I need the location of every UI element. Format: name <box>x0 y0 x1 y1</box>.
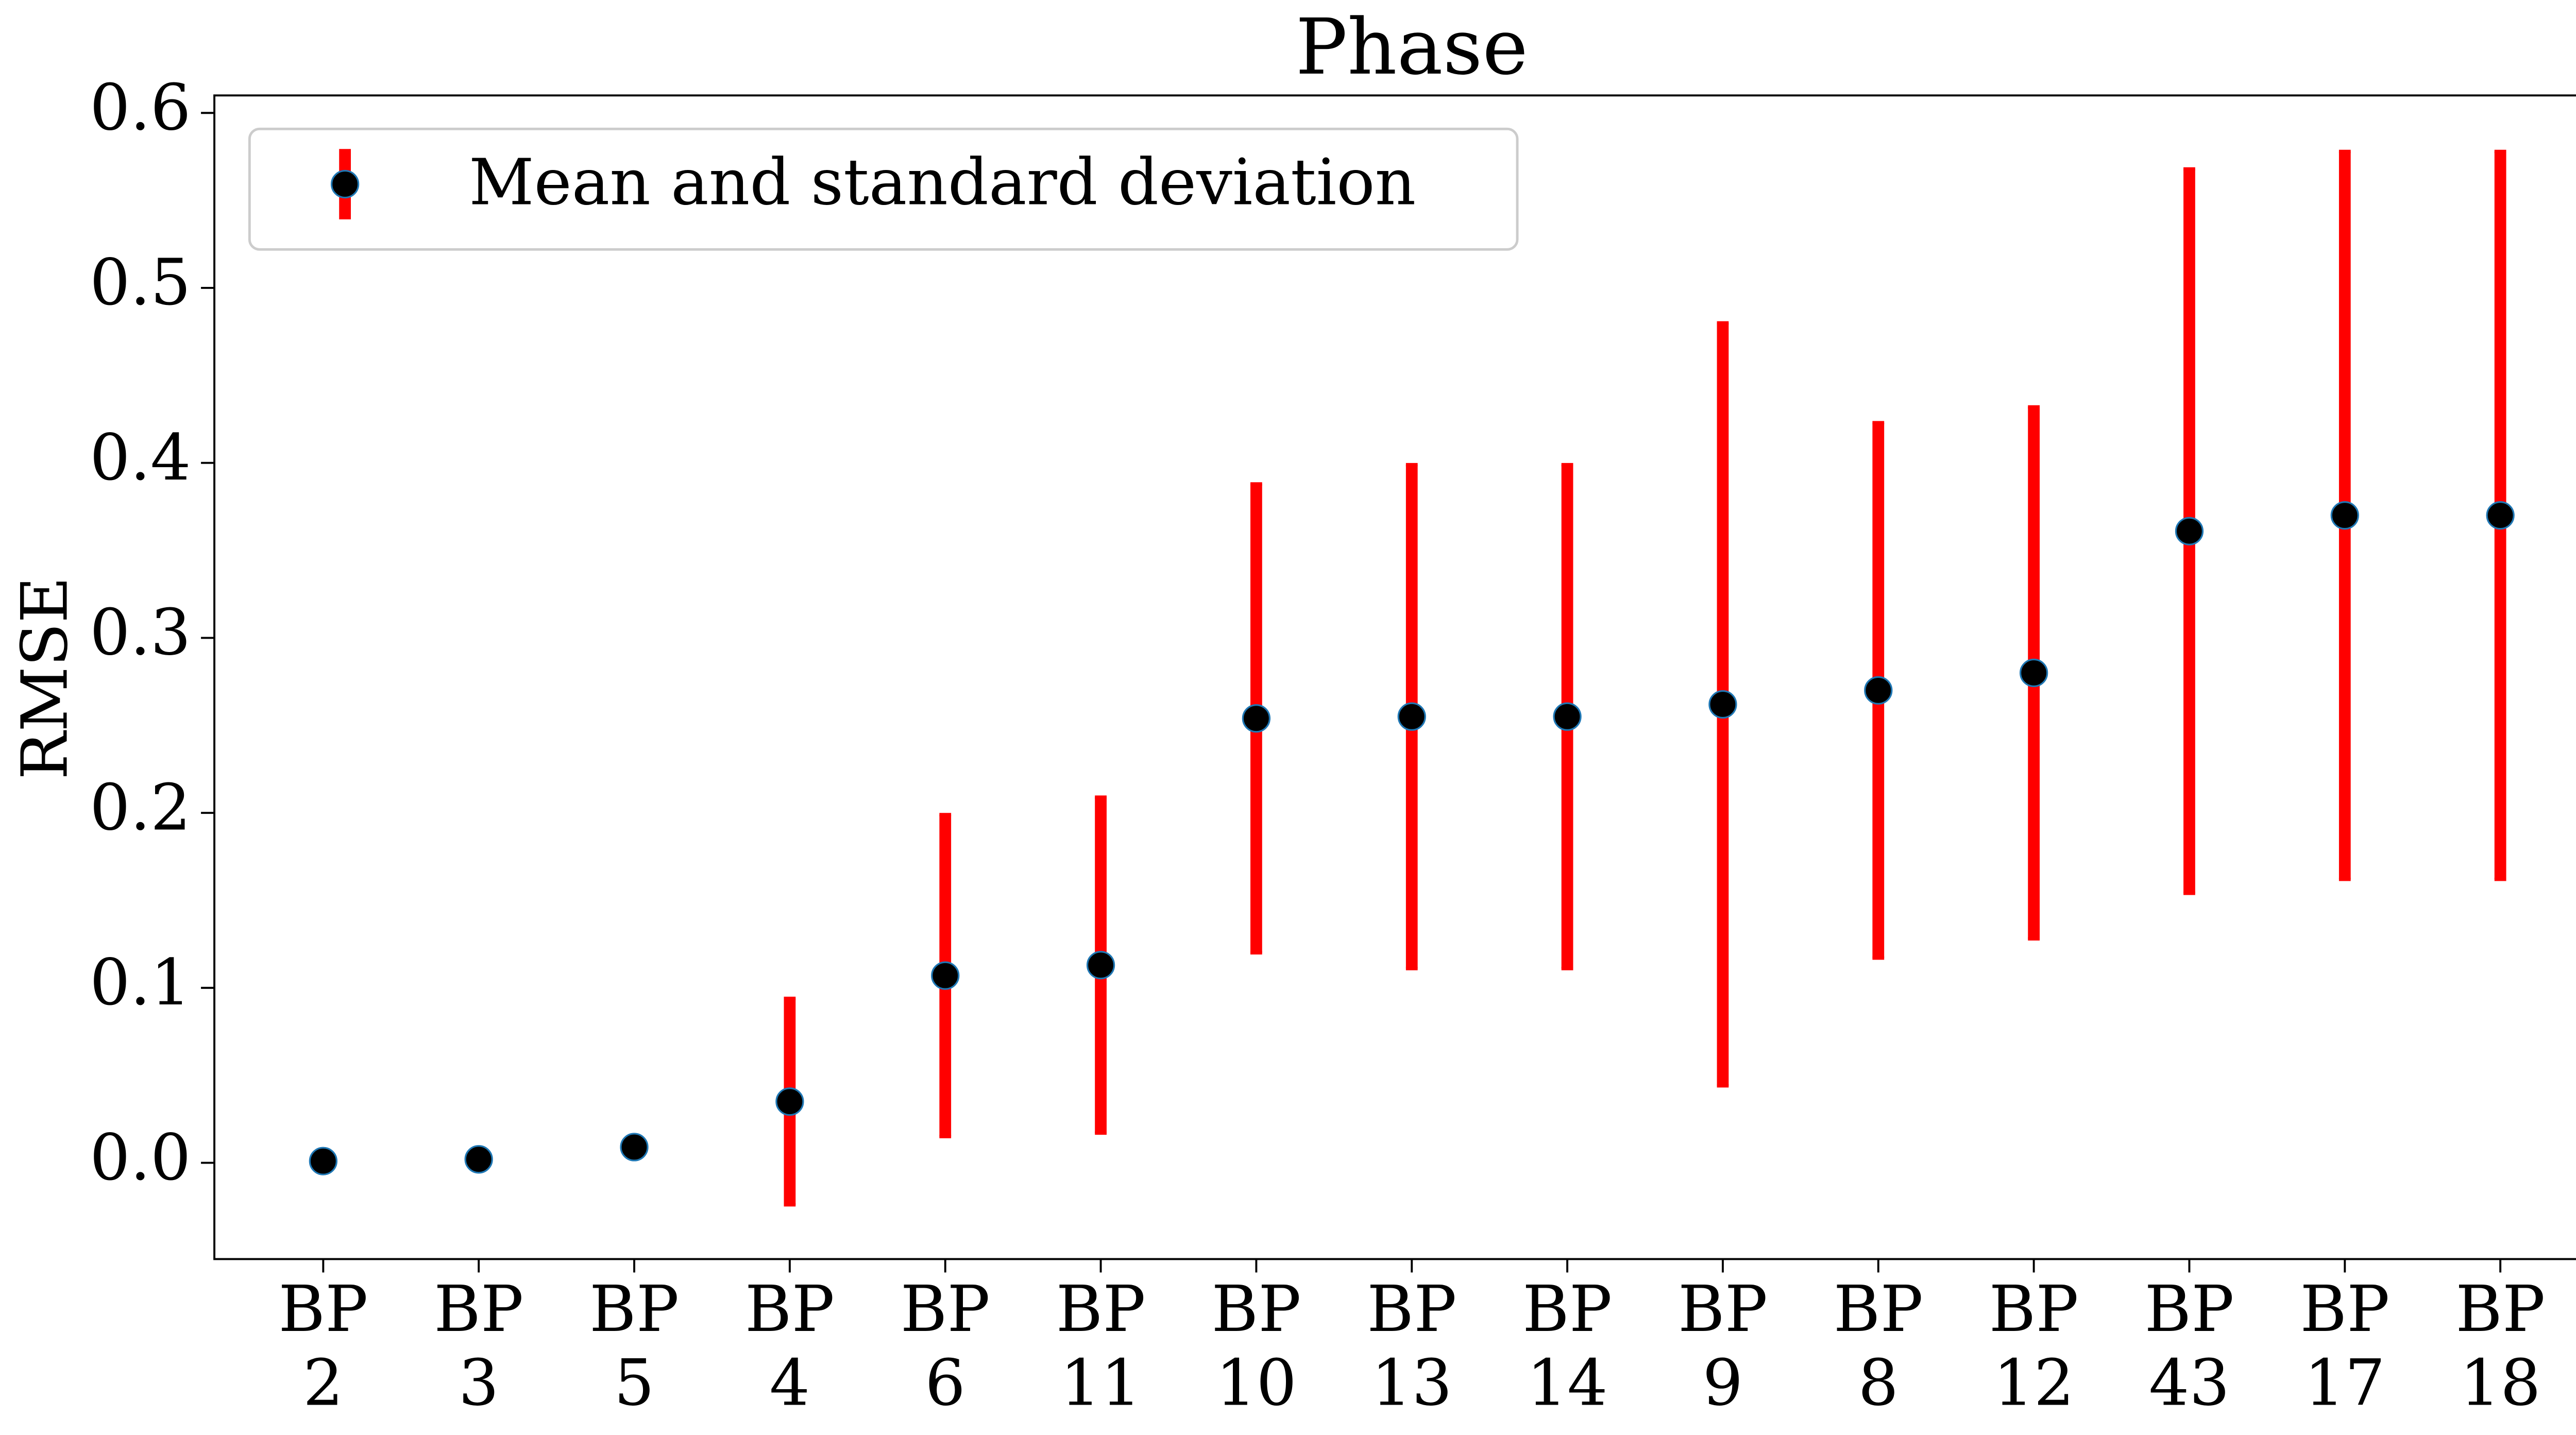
y-tick-label: 0.0 <box>90 1121 191 1195</box>
x-tick-label: BP 4 <box>744 1272 835 1420</box>
plot-area <box>213 94 2576 1260</box>
x-tick-label: BP 3 <box>434 1272 524 1420</box>
y-tick-label: 0.1 <box>90 946 191 1020</box>
mean-point <box>775 1087 804 1116</box>
y-tick-label: 0.4 <box>90 421 191 495</box>
mean-point <box>620 1133 649 1161</box>
y-tick-label: 0.2 <box>90 771 191 845</box>
x-tick-label: BP 14 <box>1522 1272 1613 1420</box>
mean-point <box>2175 517 2204 545</box>
x-tick-label: BP 43 <box>2144 1272 2234 1420</box>
mean-point <box>1708 690 1737 719</box>
legend-box <box>248 127 1519 251</box>
legend-marker <box>330 169 360 199</box>
x-tick-label: BP 11 <box>1056 1272 1146 1420</box>
mean-point <box>309 1147 337 1175</box>
mean-point <box>1397 702 1426 731</box>
chart-title: Phase <box>1296 3 1528 92</box>
x-tick-label: BP 17 <box>2300 1272 2390 1420</box>
y-tick-label: 0.6 <box>90 71 191 145</box>
mean-point <box>2486 501 2515 530</box>
x-tick-label: BP 13 <box>1367 1272 1457 1420</box>
mean-point <box>1086 951 1115 980</box>
x-tick-label: BP 2 <box>278 1272 368 1420</box>
x-tick-label: BP 6 <box>900 1272 990 1420</box>
mean-point <box>931 961 960 990</box>
x-tick-label: BP 12 <box>1989 1272 2079 1420</box>
x-tick-label: BP 8 <box>1833 1272 1923 1420</box>
mean-point <box>1242 704 1271 733</box>
mean-point <box>1864 676 1893 705</box>
x-tick-label: BP 9 <box>1677 1272 1768 1420</box>
mean-point <box>1553 702 1582 731</box>
mean-point <box>464 1145 493 1174</box>
x-tick-label: BP 10 <box>1211 1272 1301 1420</box>
x-tick-label: BP 18 <box>2455 1272 2546 1420</box>
mean-point <box>2019 658 2048 688</box>
mean-point <box>2330 501 2359 530</box>
y-axis-label: RMSE <box>8 576 82 779</box>
legend-label: Mean and standard deviation <box>469 145 1416 219</box>
x-tick-label: BP 5 <box>589 1272 679 1420</box>
y-tick-label: 0.3 <box>90 596 191 670</box>
y-tick-label: 0.5 <box>90 246 191 320</box>
